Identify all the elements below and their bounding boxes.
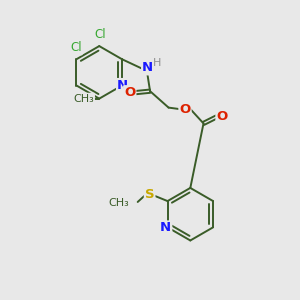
Text: Cl: Cl: [70, 41, 82, 54]
Text: N: N: [117, 79, 128, 92]
Text: O: O: [179, 103, 191, 116]
Text: N: N: [160, 221, 171, 234]
Text: O: O: [216, 110, 228, 123]
Text: N: N: [142, 61, 153, 74]
Text: O: O: [124, 86, 135, 99]
Text: S: S: [145, 188, 154, 201]
Text: H: H: [153, 58, 162, 68]
Text: Cl: Cl: [94, 28, 106, 41]
Text: CH₃: CH₃: [73, 94, 94, 103]
Text: CH₃: CH₃: [108, 199, 129, 208]
